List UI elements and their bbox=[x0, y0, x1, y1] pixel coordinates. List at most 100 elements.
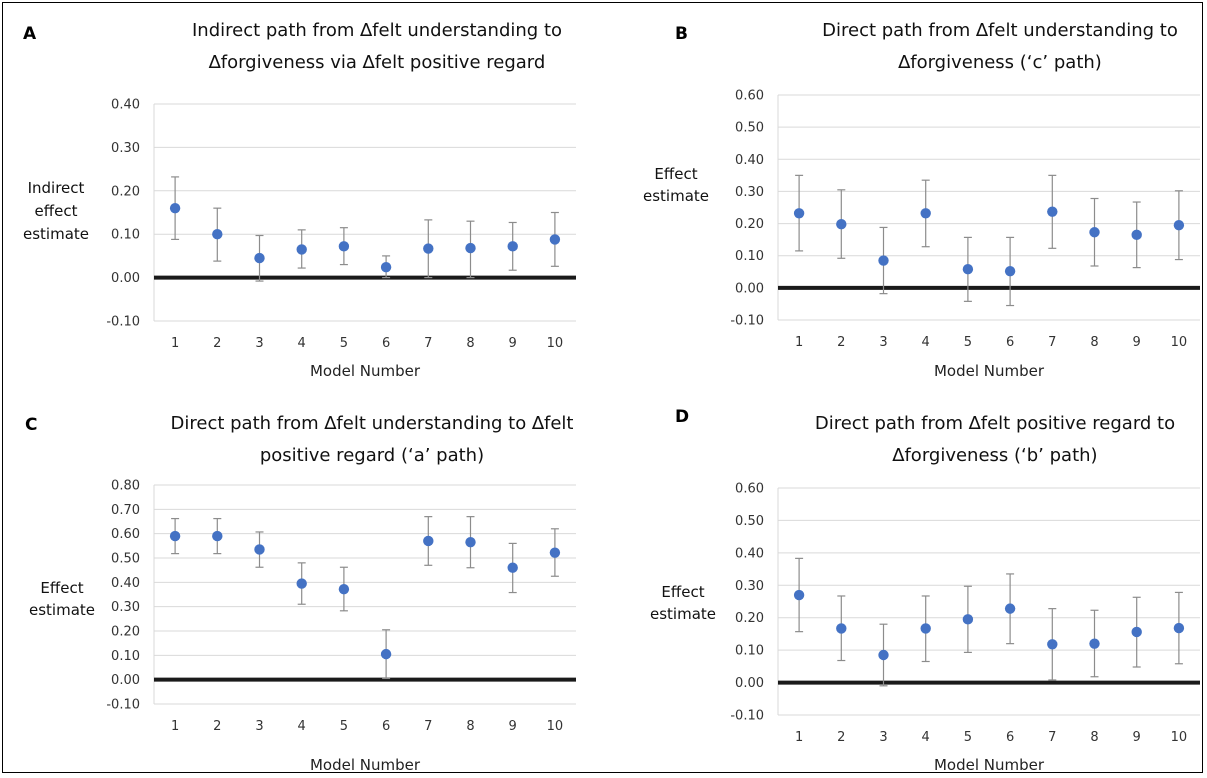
y-tick-label: 0.60 bbox=[111, 527, 140, 542]
y-tick-label: 0.10 bbox=[735, 644, 764, 659]
y-tick-label: 0.10 bbox=[111, 649, 140, 664]
y-tick-label: -0.10 bbox=[106, 698, 140, 713]
y-tick-label: -0.10 bbox=[106, 315, 140, 330]
y-tick-label: 0.00 bbox=[111, 271, 140, 286]
x-tick-label: 1 bbox=[171, 719, 179, 734]
data-point bbox=[338, 583, 350, 595]
x-tick-label: 7 bbox=[1048, 335, 1056, 350]
chart-panel-a: A Indirect path from ∆felt understanding … bbox=[23, 20, 576, 380]
data-point bbox=[1173, 219, 1185, 231]
y-tick-label: 0.30 bbox=[111, 600, 140, 615]
x-tick-label: 2 bbox=[213, 336, 221, 351]
x-tick-label: 5 bbox=[340, 719, 348, 734]
x-tick-label: 10 bbox=[1171, 730, 1188, 745]
x-tick-label: 9 bbox=[509, 719, 517, 734]
y-tick-label: 0.20 bbox=[111, 184, 140, 199]
x-tick-label: 6 bbox=[1006, 335, 1014, 350]
x-tick-label: 5 bbox=[964, 335, 972, 350]
y-tick-label: 0.50 bbox=[735, 514, 764, 529]
y-tick-label: 0.10 bbox=[735, 249, 764, 264]
y-tick-label: 0.00 bbox=[111, 673, 140, 688]
y-axis-label-line: Effect bbox=[654, 165, 697, 183]
chart-title-line: ∆forgiveness via ∆felt positive regard bbox=[208, 52, 546, 73]
panel-letter: C bbox=[25, 415, 37, 435]
x-tick-label: 5 bbox=[340, 336, 348, 351]
data-point bbox=[423, 243, 434, 254]
data-point bbox=[507, 562, 518, 573]
x-tick-label: 6 bbox=[382, 336, 390, 351]
chart-title-line: ∆forgiveness (‘b’ path) bbox=[891, 445, 1097, 466]
data-point bbox=[1004, 265, 1016, 277]
x-tick-label: 2 bbox=[213, 719, 221, 734]
y-tick-label: 0.00 bbox=[735, 281, 764, 296]
x-tick-label: 3 bbox=[879, 730, 887, 745]
x-axis-label: Model Number bbox=[934, 756, 1045, 774]
data-point bbox=[212, 229, 223, 240]
x-axis-label: Model Number bbox=[310, 756, 421, 774]
chart-title-line: Direct path from ∆felt understanding to bbox=[822, 20, 1178, 41]
y-axis-label-line: estimate bbox=[643, 187, 709, 205]
x-tick-label: 8 bbox=[466, 336, 474, 351]
data-point bbox=[962, 264, 974, 275]
x-tick-label: 9 bbox=[509, 336, 517, 351]
data-point bbox=[793, 208, 805, 219]
y-tick-label: 0.40 bbox=[735, 546, 764, 561]
data-point bbox=[169, 530, 181, 542]
y-tick-label: 0.60 bbox=[735, 89, 764, 104]
data-point bbox=[254, 252, 265, 264]
data-point bbox=[380, 261, 392, 273]
y-tick-label: 0.40 bbox=[735, 153, 764, 168]
y-tick-label: 0.20 bbox=[111, 625, 140, 640]
x-tick-label: 10 bbox=[1171, 335, 1188, 350]
chart-title-line: positive regard (‘a’ path) bbox=[260, 445, 484, 466]
data-point bbox=[1089, 638, 1100, 649]
y-tick-label: 0.20 bbox=[735, 217, 764, 232]
y-tick-label: 0.10 bbox=[111, 228, 140, 243]
chart-title-line: Direct path from ∆felt positive regard t… bbox=[815, 413, 1175, 434]
data-point bbox=[169, 202, 181, 214]
x-tick-label: 3 bbox=[879, 335, 887, 350]
data-point bbox=[296, 578, 307, 589]
x-tick-label: 1 bbox=[795, 335, 803, 350]
data-point bbox=[793, 589, 805, 601]
x-tick-label: 10 bbox=[547, 719, 564, 734]
x-tick-label: 1 bbox=[171, 336, 179, 351]
y-axis-label-line: effect bbox=[35, 202, 78, 220]
data-point bbox=[920, 623, 931, 634]
x-tick-label: 8 bbox=[1090, 335, 1098, 350]
x-axis-label: Model Number bbox=[310, 362, 421, 380]
x-tick-label: 8 bbox=[1090, 730, 1098, 745]
x-tick-label: 7 bbox=[424, 336, 432, 351]
y-tick-label: 0.50 bbox=[111, 552, 140, 567]
data-point bbox=[962, 614, 974, 625]
data-point bbox=[1047, 206, 1058, 217]
y-axis-label-line: estimate bbox=[23, 225, 89, 243]
x-tick-label: 1 bbox=[795, 730, 803, 745]
x-tick-label: 4 bbox=[922, 335, 930, 350]
chart-title-line: Indirect path from ∆felt understanding t… bbox=[192, 20, 562, 41]
data-point bbox=[380, 648, 392, 660]
data-point bbox=[1047, 639, 1058, 650]
y-tick-label: -0.10 bbox=[730, 709, 764, 724]
data-point bbox=[507, 241, 518, 252]
x-tick-label: 7 bbox=[424, 719, 432, 734]
x-tick-label: 4 bbox=[298, 719, 306, 734]
x-tick-label: 4 bbox=[922, 730, 930, 745]
data-point bbox=[423, 535, 434, 547]
x-tick-label: 9 bbox=[1133, 730, 1141, 745]
x-tick-label: 2 bbox=[837, 335, 845, 350]
y-tick-label: -0.10 bbox=[730, 314, 764, 329]
x-tick-label: 3 bbox=[255, 719, 263, 734]
x-tick-label: 8 bbox=[466, 719, 474, 734]
data-point bbox=[878, 649, 889, 661]
panel-letter: A bbox=[23, 24, 37, 44]
data-point bbox=[1131, 626, 1142, 638]
y-tick-label: 0.40 bbox=[111, 98, 140, 113]
figure-canvas: A Indirect path from ∆felt understanding … bbox=[23, 20, 1200, 774]
y-tick-label: 0.50 bbox=[735, 121, 764, 136]
x-tick-label: 9 bbox=[1133, 335, 1141, 350]
data-point bbox=[549, 234, 561, 245]
x-tick-label: 3 bbox=[255, 336, 263, 351]
x-tick-label: 5 bbox=[964, 730, 972, 745]
y-tick-label: 0.30 bbox=[735, 579, 764, 594]
